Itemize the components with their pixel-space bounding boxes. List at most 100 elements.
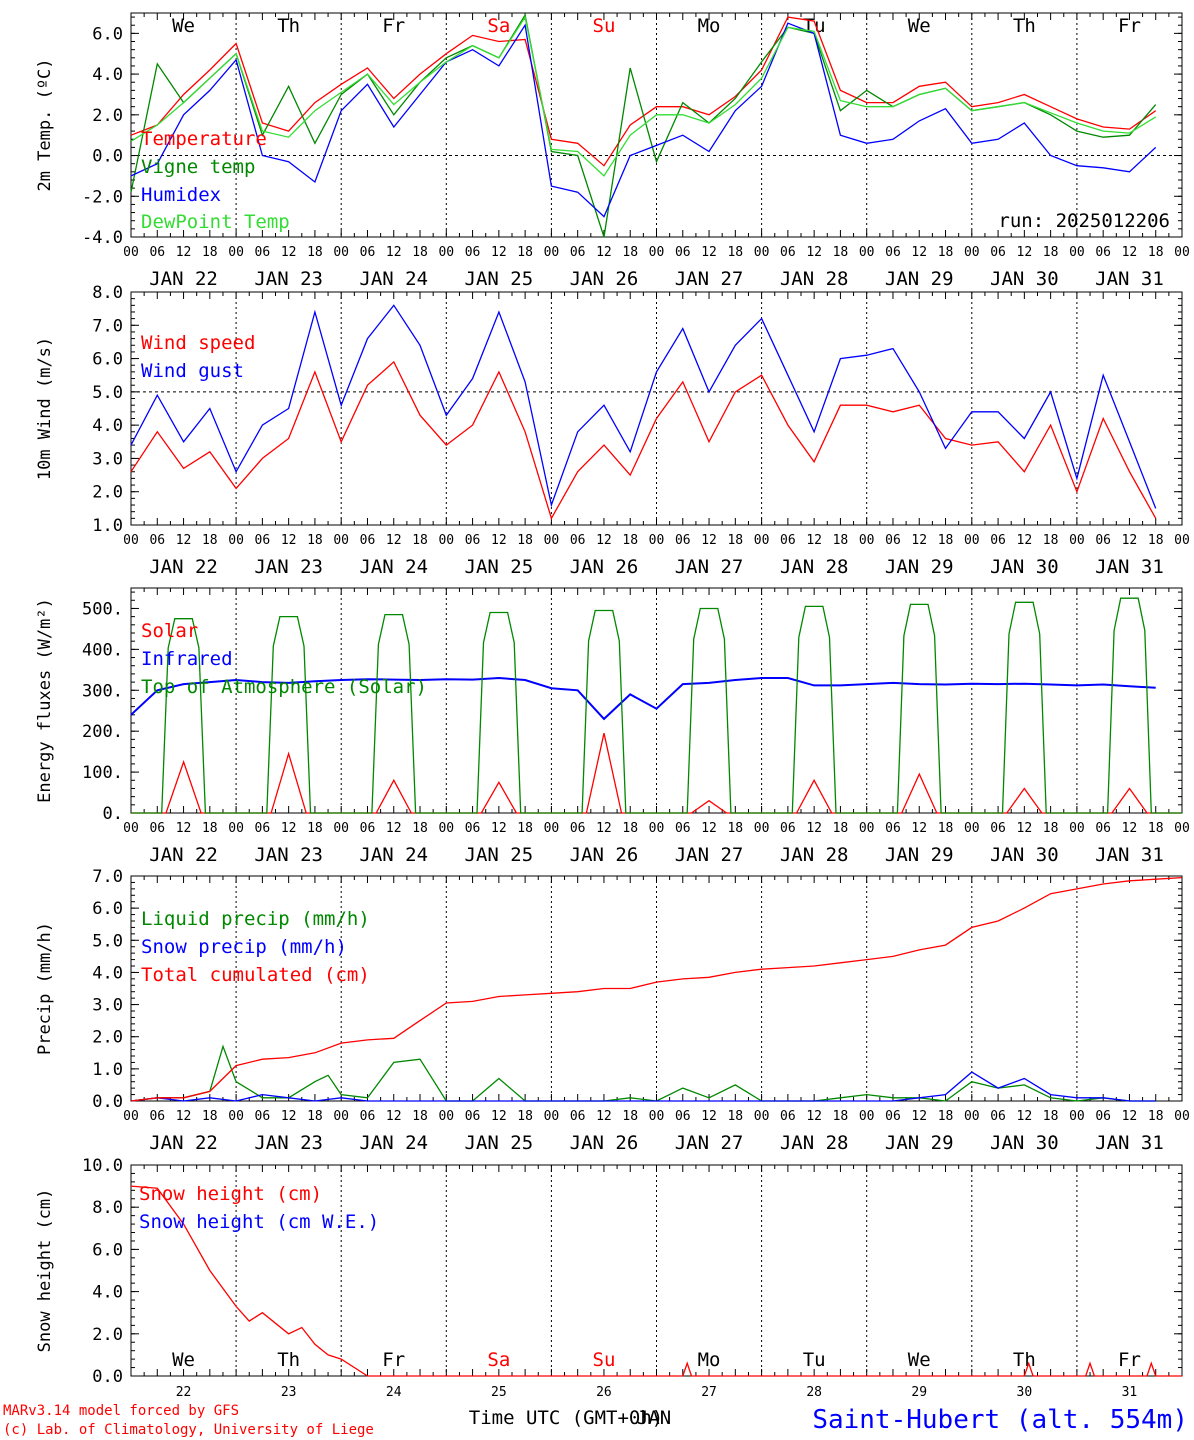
panel-2: 8.0 7.0 6.0 5.0 4.0 3.0 2.0 1.0 10m Wind (m/s) 00…	[35, 283, 1190, 578]
y-tick-label: 4.0	[92, 416, 123, 436]
legend-entry: Wind gust	[141, 360, 244, 382]
x-hour-label: 06	[570, 1109, 586, 1124]
credit-line-1: MARv3.14 model forced by GFS	[3, 1403, 239, 1419]
x-day-number: 24	[386, 1385, 402, 1400]
y-tick-label: 4.0	[92, 65, 123, 85]
x-hour-label: 06	[465, 821, 481, 836]
legend-entry: Snow height (cm W.E.)	[139, 1211, 379, 1233]
legend-entry: Top of Atmosphere (Solar)	[141, 676, 427, 698]
x-hour-label: 00	[333, 245, 349, 260]
x-hour-label: 00	[859, 533, 875, 548]
x-hour-label: 06	[780, 1109, 796, 1124]
y-tick-label: 7.0	[92, 316, 123, 336]
x-day-number: 25	[491, 1385, 507, 1400]
x-hour-label: 00	[649, 245, 665, 260]
y-tick-label: 100.	[82, 763, 123, 783]
series-infrared	[130, 676, 1156, 721]
series-humidex	[130, 22, 1157, 218]
y-tick-label: 2.0	[92, 483, 123, 503]
x-hour-label: 00	[123, 821, 139, 836]
x-hour-label: 06	[780, 245, 796, 260]
x-hour-label: 18	[517, 245, 533, 260]
x-hour-label: 18	[202, 533, 218, 548]
day-name-label: Fr	[382, 15, 405, 37]
x-hour-label: 00	[438, 245, 454, 260]
x-date-label: JAN 27	[675, 1132, 744, 1154]
x-date-label: JAN 24	[359, 844, 428, 866]
y-tick-label: 4.0	[92, 963, 123, 983]
x-date-label: JAN 27	[675, 268, 744, 290]
y-axis-label: 2m Temp. (ºC)	[35, 58, 55, 191]
x-date-label: JAN 31	[1095, 556, 1164, 578]
x-date-label: JAN 29	[885, 556, 954, 578]
x-hour-label: 12	[386, 1109, 402, 1124]
day-name-label: We	[908, 15, 931, 37]
x-hour-label: 00	[754, 245, 770, 260]
x-hour-label: 12	[806, 245, 822, 260]
y-axis-label: Precip (mm/h)	[35, 922, 55, 1055]
legend-entry: DewPoint Temp	[141, 211, 290, 233]
y-tick-label: 6.0	[92, 24, 123, 44]
x-hour-label: 00	[859, 1109, 875, 1124]
x-date-label: JAN 24	[359, 1132, 428, 1154]
x-hour-label: 18	[727, 533, 743, 548]
x-hour-label: 00	[333, 821, 349, 836]
x-hour-label: 18	[1043, 245, 1059, 260]
x-hour-label: 12	[491, 245, 507, 260]
x-date-label: JAN 23	[254, 556, 323, 578]
x-hour-label: 12	[911, 821, 927, 836]
y-tick-label: 6.0	[92, 899, 123, 919]
x-hour-label: 12	[806, 821, 822, 836]
x-hour-label: 06	[465, 1109, 481, 1124]
x-hour-label: 00	[544, 245, 560, 260]
x-hour-label: 06	[675, 533, 691, 548]
x-hour-label: 00	[964, 821, 980, 836]
x-hour-label: 06	[360, 245, 376, 260]
x-hour-label: 06	[675, 821, 691, 836]
x-hour-label: 12	[1017, 821, 1033, 836]
series-wind-gust	[130, 304, 1157, 509]
x-hour-label: 12	[386, 245, 402, 260]
x-day-number: 31	[1122, 1385, 1138, 1400]
x-hour-label: 12	[596, 245, 612, 260]
y-tick-label: 3.0	[92, 449, 123, 469]
x-hour-label: 06	[675, 1109, 691, 1124]
x-hour-label: 06	[885, 533, 901, 548]
series-vigne-temp	[130, 13, 1157, 238]
panel-1: 6.0 4.0 2.0 0.0 -2.0 -4.0 2m Temp. (ºC) 00 06 12 1…	[35, 12, 1190, 290]
y-tick-label: 0.0	[92, 1092, 123, 1112]
day-name-label: Th	[1013, 15, 1036, 37]
x-date-label: JAN 31	[1095, 268, 1164, 290]
x-hour-label: 00	[544, 1109, 560, 1124]
x-hour-label: 12	[1122, 245, 1138, 260]
x-date-label: JAN 31	[1095, 1132, 1164, 1154]
day-name-label: Su	[593, 1349, 616, 1371]
legend-entry: Solar	[141, 620, 198, 642]
x-hour-label: 18	[938, 1109, 954, 1124]
x-hour-label: 00	[859, 821, 875, 836]
legend-entry: Snow height (cm)	[139, 1183, 322, 1205]
x-hour-label: 06	[1095, 1109, 1111, 1124]
series-total-cumulated-cm-	[130, 876, 1183, 1102]
x-hour-label: 12	[491, 821, 507, 836]
y-tick-label: 8.0	[92, 1198, 123, 1218]
x-hour-label: 00	[1069, 821, 1085, 836]
y-tick-label: 500.	[82, 599, 123, 619]
x-hour-label: 18	[938, 245, 954, 260]
y-tick-label: 3.0	[92, 996, 123, 1016]
x-hour-label: 12	[1122, 1109, 1138, 1124]
x-hour-label: 06	[465, 533, 481, 548]
x-hour-label: 00	[649, 533, 665, 548]
x-hour-label: 00	[123, 245, 139, 260]
x-hour-label: 18	[1043, 533, 1059, 548]
day-name-label: Sa	[487, 15, 510, 37]
x-hour-label: 06	[255, 533, 271, 548]
legend-entry: Liquid precip (mm/h)	[141, 908, 370, 930]
x-hour-label: 06	[149, 821, 165, 836]
x-date-label: JAN 28	[780, 844, 849, 866]
x-hour-label: 00	[544, 821, 560, 836]
run-label: run: 2025012206	[998, 210, 1170, 232]
x-hour-label: 00	[964, 245, 980, 260]
y-tick-label: -2.0	[82, 187, 123, 207]
x-hour-label: 12	[596, 1109, 612, 1124]
